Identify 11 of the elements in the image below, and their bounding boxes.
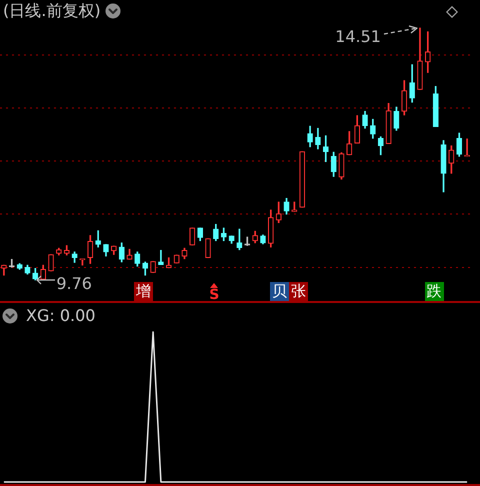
text: 跌 [424,282,444,301]
chart-title: XG: 0.00 [26,306,96,325]
annotation: 9.76 [56,274,92,293]
candlestick [158,250,164,265]
text: 张 [288,282,308,301]
text: 贝 [270,282,289,301]
text: S [208,287,220,303]
text: 增 [134,282,154,301]
candlestick [236,228,242,250]
chart-title: (日线.前复权) [3,1,101,20]
annotation: 14.51 [335,27,381,46]
